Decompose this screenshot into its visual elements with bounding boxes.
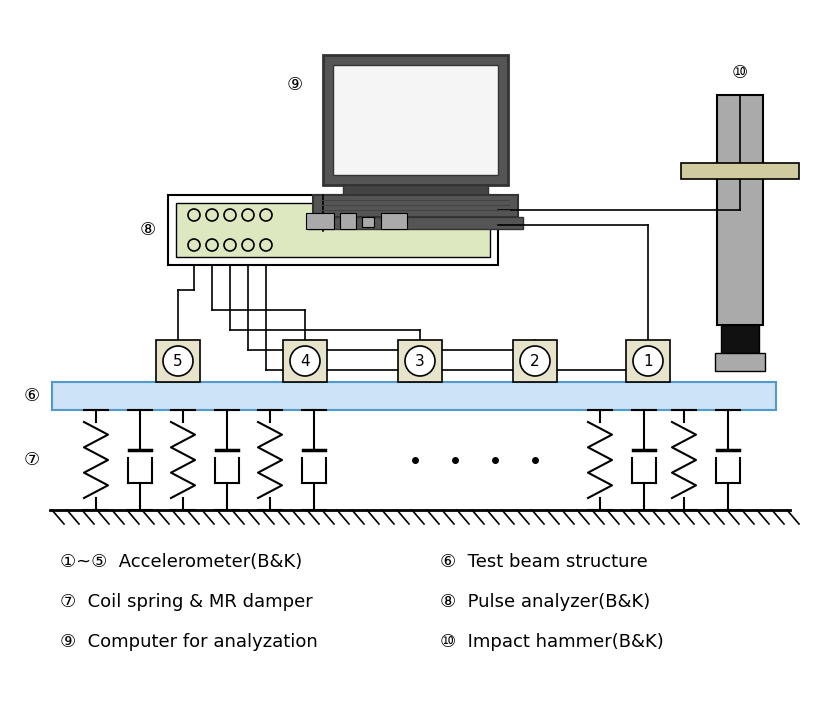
Bar [323,55,508,185]
Text: ⑧: ⑧ [140,221,156,239]
Circle shape [188,209,200,221]
Text: ⑧  Pulse analyzer(B&K): ⑧ Pulse analyzer(B&K) [440,593,651,611]
Bar [52,382,776,410]
Text: ⑦: ⑦ [24,451,40,469]
Text: ⑥: ⑥ [24,387,40,405]
Circle shape [290,346,320,376]
Text: 3: 3 [415,354,425,369]
Bar [717,95,763,325]
Circle shape [206,209,218,221]
Circle shape [206,239,218,251]
Text: ①~⑤  Accelerometer(B&K): ①~⑤ Accelerometer(B&K) [60,553,302,571]
Circle shape [224,209,236,221]
Circle shape [405,346,435,376]
Circle shape [260,239,272,251]
Text: 1: 1 [643,354,653,369]
Bar [362,217,374,227]
Circle shape [242,239,254,251]
Text: ⑩: ⑩ [732,64,748,82]
Circle shape [520,346,550,376]
Text: ⑥  Test beam structure: ⑥ Test beam structure [440,553,648,571]
Bar [721,325,759,353]
Circle shape [224,239,236,251]
Text: 2: 2 [530,354,540,369]
Bar [333,65,498,175]
Text: 5: 5 [173,354,183,369]
Bar [308,217,523,229]
Text: ⑦  Coil spring & MR damper: ⑦ Coil spring & MR damper [60,593,313,611]
Bar [313,195,518,217]
Bar [168,195,498,265]
Bar [283,340,327,382]
Bar [626,340,670,382]
Text: 4: 4 [300,354,310,369]
Bar [306,213,334,229]
Bar [381,213,407,229]
Text: ⑨: ⑨ [287,76,303,94]
Text: ⑨  Computer for analyzation: ⑨ Computer for analyzation [60,633,318,651]
Circle shape [188,239,200,251]
Circle shape [633,346,663,376]
Bar [681,163,799,179]
Text: ⑩  Impact hammer(B&K): ⑩ Impact hammer(B&K) [440,633,664,651]
Bar [715,353,765,371]
Circle shape [260,209,272,221]
Bar [513,340,557,382]
Bar [343,185,488,195]
Bar [156,340,200,382]
Bar [398,340,442,382]
Circle shape [163,346,193,376]
Bar [176,203,490,257]
Bar [340,213,356,229]
Circle shape [242,209,254,221]
